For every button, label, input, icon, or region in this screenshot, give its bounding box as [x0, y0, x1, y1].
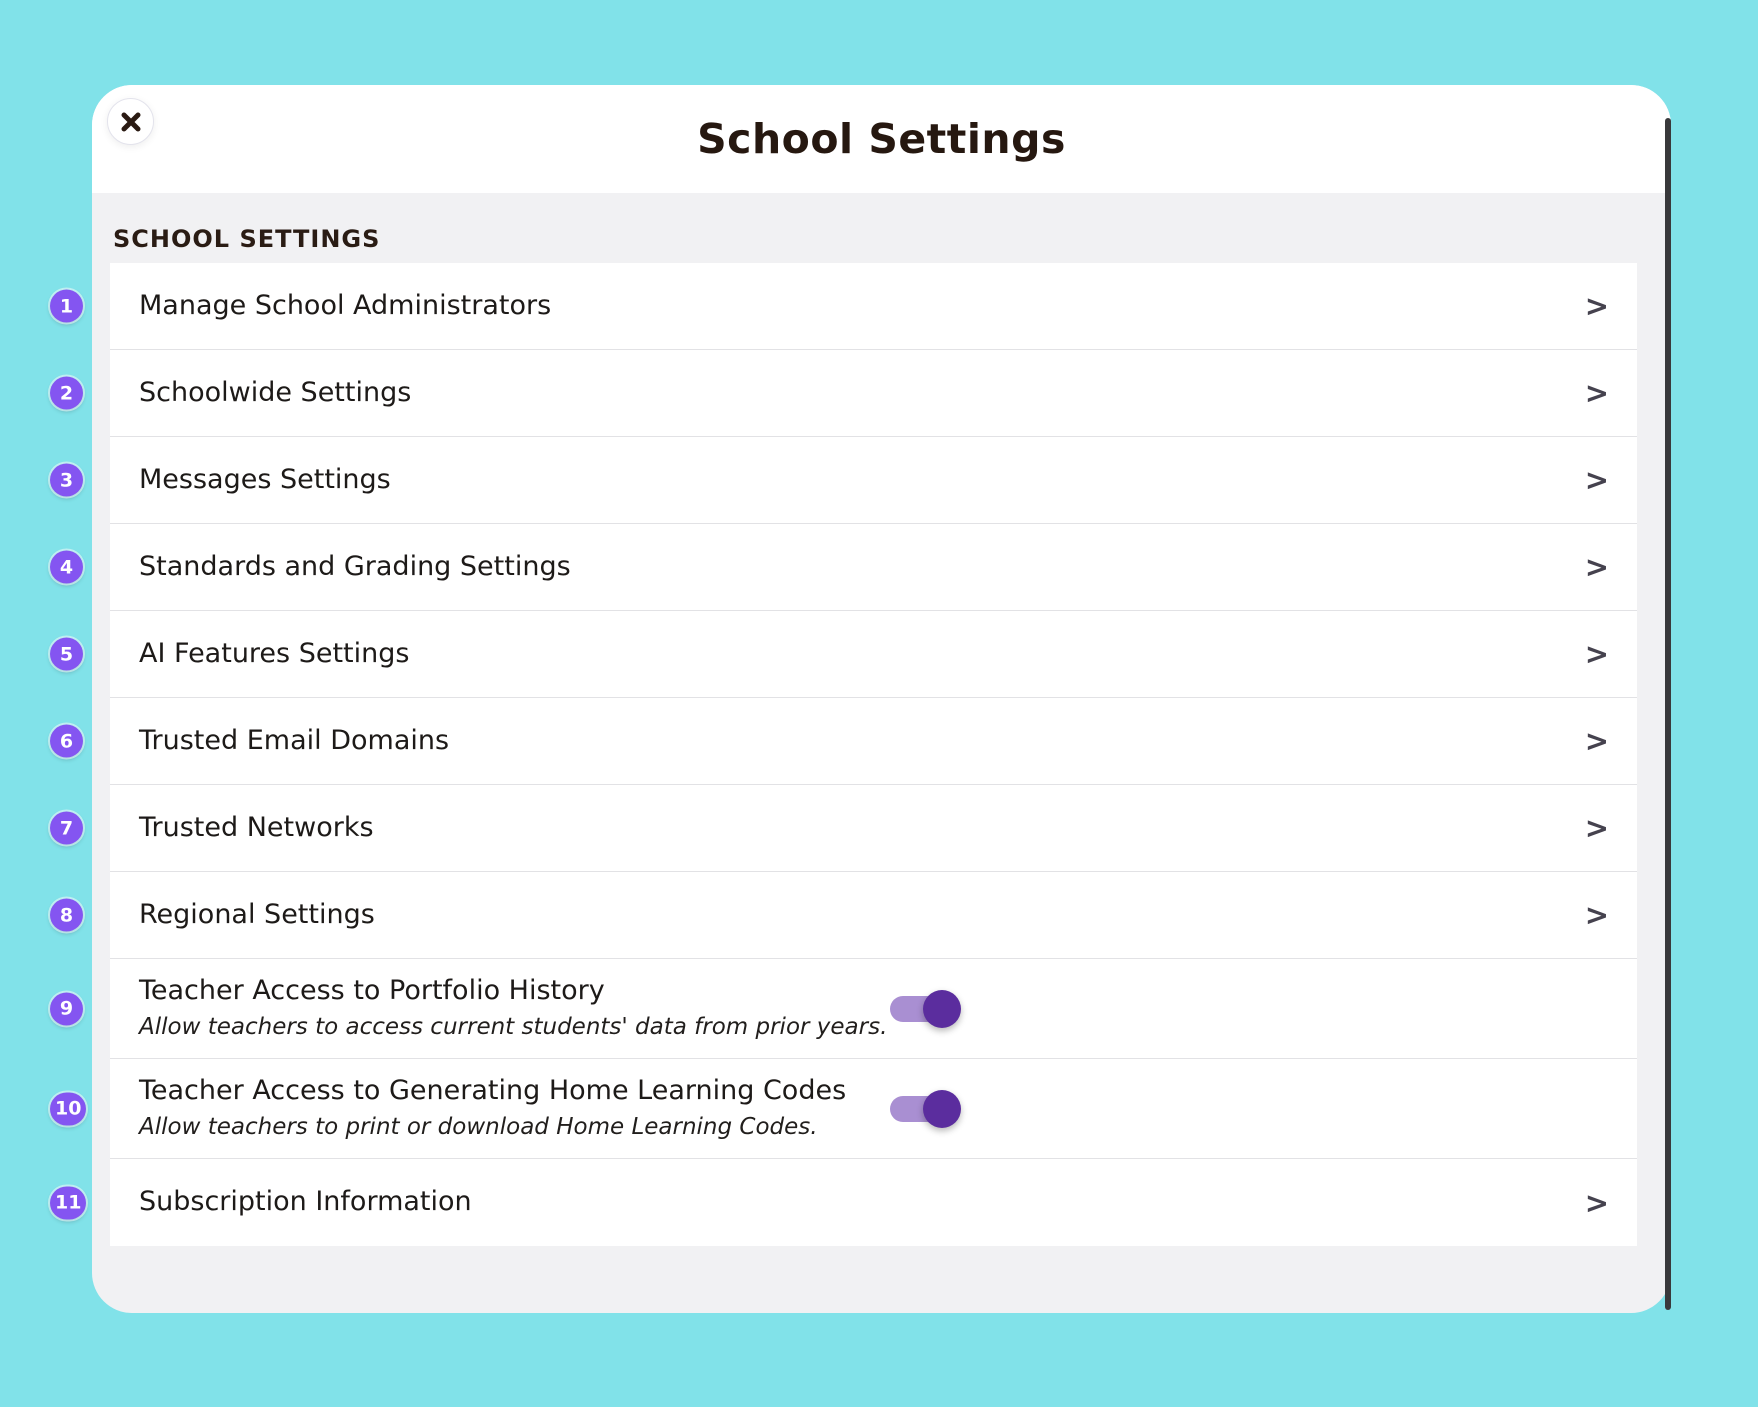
section-label: SCHOOL SETTINGS	[113, 225, 381, 253]
annotation-badge-2: 2	[50, 376, 83, 410]
settings-row-schoolwide-settings[interactable]: 2 Schoolwide Settings >	[50, 350, 1637, 437]
school-settings-modal: School Settings SCHOOL SETTINGS 1 Manage…	[50, 85, 1671, 1313]
teacher-access-to-generating-home-learning-codes-toggle[interactable]	[890, 1089, 961, 1128]
annotation-badge-1: 1	[50, 289, 83, 323]
settings-row-regional-settings[interactable]: 8 Regional Settings >	[50, 872, 1637, 959]
settings-row-manage-school-administrators[interactable]: 1 Manage School Administrators >	[50, 263, 1637, 350]
settings-row-subscription-information[interactable]: 11 Subscription Information >	[50, 1159, 1637, 1246]
row-label: Trusted Networks	[139, 811, 374, 843]
row-label: Standards and Grading Settings	[139, 550, 571, 582]
toggle-knob	[923, 1089, 961, 1128]
settings-row-teacher-access-to-portfolio-history[interactable]: 9 Teacher Access to Portfolio History Al…	[50, 959, 1637, 1059]
chevron-right-icon: >	[1584, 898, 1609, 932]
settings-row-teacher-access-to-generating-home-learning-codes[interactable]: 10 Teacher Access to Generating Home Lea…	[50, 1059, 1637, 1159]
annotation-badge-7: 7	[50, 811, 83, 845]
row-label: Regional Settings	[139, 898, 375, 930]
teacher-access-to-portfolio-history-toggle[interactable]	[890, 989, 961, 1028]
row-label: AI Features Settings	[139, 637, 410, 669]
annotation-badge-6: 6	[50, 724, 83, 758]
chevron-right-icon: >	[1584, 1185, 1609, 1220]
chevron-right-icon: >	[1584, 724, 1609, 758]
chevron-right-icon: >	[1584, 637, 1609, 671]
annotation-badge-5: 5	[50, 637, 83, 671]
chevron-right-icon: >	[1584, 376, 1609, 410]
settings-row-ai-features-settings[interactable]: 5 AI Features Settings >	[50, 611, 1637, 698]
settings-list: 1 Manage School Administrators > 2 Schoo…	[50, 263, 1637, 1246]
page-title: School Settings	[697, 115, 1066, 163]
scrollbar[interactable]	[1665, 118, 1671, 1310]
chevron-right-icon: >	[1584, 463, 1609, 497]
annotation-badge-10: 10	[50, 1092, 87, 1125]
x-icon	[121, 112, 140, 131]
chevron-right-icon: >	[1584, 811, 1609, 845]
row-description: Allow teachers to print or download Home…	[139, 1114, 818, 1141]
chevron-right-icon: >	[1584, 550, 1609, 584]
annotation-badge-11: 11	[50, 1186, 87, 1219]
settings-row-trusted-networks[interactable]: 7 Trusted Networks >	[50, 785, 1637, 872]
settings-row-standards-and-grading-settings[interactable]: 4 Standards and Grading Settings >	[50, 524, 1637, 611]
row-label: Manage School Administrators	[139, 289, 552, 321]
annotation-badge-4: 4	[50, 550, 83, 584]
row-label: Teacher Access to Portfolio History	[139, 975, 605, 1006]
close-button[interactable]	[107, 98, 154, 145]
row-label: Subscription Information	[139, 1186, 472, 1218]
annotation-badge-8: 8	[50, 898, 83, 932]
row-label: Trusted Email Domains	[139, 724, 450, 756]
modal-header: School Settings	[92, 85, 1671, 193]
row-description: Allow teachers to access current student…	[139, 1014, 888, 1041]
annotation-badge-9: 9	[50, 992, 83, 1025]
annotation-badge-3: 3	[50, 463, 83, 497]
settings-row-trusted-email-domains[interactable]: 6 Trusted Email Domains >	[50, 698, 1637, 785]
row-label: Messages Settings	[139, 463, 391, 495]
row-label: Teacher Access to Generating Home Learni…	[139, 1075, 847, 1106]
chevron-right-icon: >	[1584, 289, 1609, 323]
settings-row-messages-settings[interactable]: 3 Messages Settings >	[50, 437, 1637, 524]
row-label: Schoolwide Settings	[139, 376, 412, 408]
toggle-knob	[923, 989, 961, 1028]
